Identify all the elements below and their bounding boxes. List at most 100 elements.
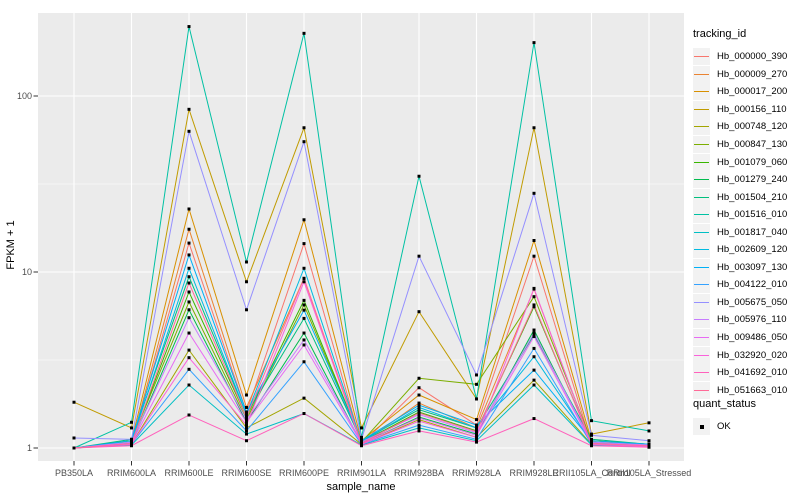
- legend-item: Hb_003097_130: [693, 258, 799, 277]
- x-tick-label: RRII105LA_Control: [552, 468, 631, 478]
- data-point: [187, 241, 191, 245]
- x-tick-label: RRIM600LA: [106, 468, 157, 478]
- legend-item: Hb_005976_110: [693, 311, 799, 329]
- data-point: [302, 31, 306, 35]
- data-point: [475, 423, 478, 427]
- x-tick-label: RRIM928LA: [451, 468, 502, 478]
- data-point: [360, 437, 363, 441]
- data-point: [130, 437, 133, 441]
- data-point: [187, 281, 191, 285]
- data-point: [647, 444, 651, 448]
- legend-key-swatch-icon: [693, 223, 710, 241]
- legend-key-swatch-icon: [693, 206, 710, 224]
- legend-item-label: Hb_009486_050: [717, 332, 788, 344]
- legend-key-swatch-icon: [693, 136, 710, 153]
- legend-title: tracking_id: [693, 28, 747, 40]
- legend-item-label: Hb_051663_010: [717, 384, 788, 396]
- data-point: [417, 403, 421, 407]
- data-point: [417, 386, 421, 390]
- legend-key-swatch-icon: [693, 241, 710, 259]
- legend-item: Hb_000156_110: [693, 100, 799, 119]
- x-tick-label: PB350LA: [54, 468, 94, 478]
- data-point: [532, 333, 536, 337]
- data-point: [647, 429, 651, 433]
- data-point: [187, 413, 191, 417]
- data-point: [187, 383, 191, 387]
- data-point: [532, 254, 536, 258]
- data-point: [417, 423, 421, 427]
- data-point: [302, 343, 306, 347]
- data-point: [417, 411, 421, 415]
- data-point: [187, 227, 191, 231]
- data-point: [187, 290, 191, 294]
- legend-item: Hb_051663_010: [693, 381, 799, 399]
- data-point: [532, 378, 536, 382]
- x-tick-label: RRII105LA_Stressed: [606, 468, 692, 478]
- legend-item-label: Hb_005675_050: [717, 296, 788, 308]
- y-axis-title: FPKM + 1: [5, 220, 17, 270]
- y-tick-label: 10: [21, 267, 32, 277]
- legend-key-swatch-icon: [693, 48, 710, 66]
- data-point: [475, 435, 478, 439]
- data-point: [302, 280, 306, 284]
- data-point: [532, 368, 536, 372]
- legend-item: Hb_001504_210: [693, 188, 799, 206]
- legend2-title: quant_status: [693, 398, 756, 410]
- data-point: [475, 397, 478, 401]
- data-point: [360, 444, 363, 448]
- legend-item-label: Hb_001504_210: [717, 191, 788, 203]
- data-point: [475, 373, 478, 377]
- legend-item: Hb_000847_130: [693, 136, 799, 154]
- data-point: [417, 174, 421, 178]
- data-point: [417, 376, 421, 380]
- legend-items: Hb_000000_390 Hb_000009_270 Hb_000017_200 H…: [693, 48, 799, 399]
- data-point: [590, 442, 593, 446]
- data-point: [532, 239, 536, 243]
- data-point: [360, 426, 363, 430]
- data-point: [187, 275, 191, 279]
- legend-item: Hb_000000_390: [693, 48, 799, 66]
- data-point: [532, 383, 536, 387]
- x-axis-title: sample_name: [326, 481, 396, 493]
- data-point: [130, 426, 133, 430]
- legend-key-swatch-icon: [693, 364, 710, 382]
- data-point: [187, 253, 191, 257]
- data-point: [532, 335, 536, 339]
- data-point: [590, 444, 593, 448]
- data-point: [245, 418, 248, 422]
- x-tick-label: RRIM928BA: [393, 468, 445, 478]
- data-point: [302, 266, 306, 270]
- legend-key-swatch-icon: [693, 118, 710, 136]
- data-point: [245, 308, 248, 312]
- data-point: [302, 126, 306, 130]
- legend-item-label: Hb_000000_390: [717, 51, 788, 63]
- data-point: [417, 419, 421, 423]
- x-tick-label: RRIM901LA: [336, 468, 387, 478]
- legend-item: Hb_001516_010: [693, 206, 799, 224]
- legend-key-swatch-icon: [693, 258, 710, 276]
- legend-item: Hb_009486_050: [693, 329, 799, 347]
- data-point: [475, 433, 478, 437]
- x-tick-label: RRIM928LE: [509, 468, 559, 478]
- data-point: [245, 420, 248, 424]
- legend-item: Hb_032920_020: [693, 346, 799, 364]
- data-point: [475, 382, 478, 386]
- data-point: [302, 298, 306, 302]
- legend-key-swatch-icon: [693, 188, 710, 206]
- legend-key-swatch-icon: [693, 329, 710, 347]
- data-point: [72, 436, 76, 440]
- data-point: [187, 25, 191, 29]
- data-point: [245, 280, 248, 284]
- y-tick-label: 100: [16, 91, 32, 101]
- legend-key-swatch-icon: [693, 346, 710, 364]
- legend-key-swatch-icon: [693, 293, 710, 311]
- data-point: [417, 310, 421, 314]
- legend-item-label: Hb_001279_240: [717, 174, 788, 186]
- legend-item: Hb_000009_270: [693, 65, 799, 84]
- data-point: [532, 355, 536, 359]
- data-point: [302, 276, 306, 280]
- data-point: [245, 429, 248, 433]
- data-point: [417, 254, 421, 258]
